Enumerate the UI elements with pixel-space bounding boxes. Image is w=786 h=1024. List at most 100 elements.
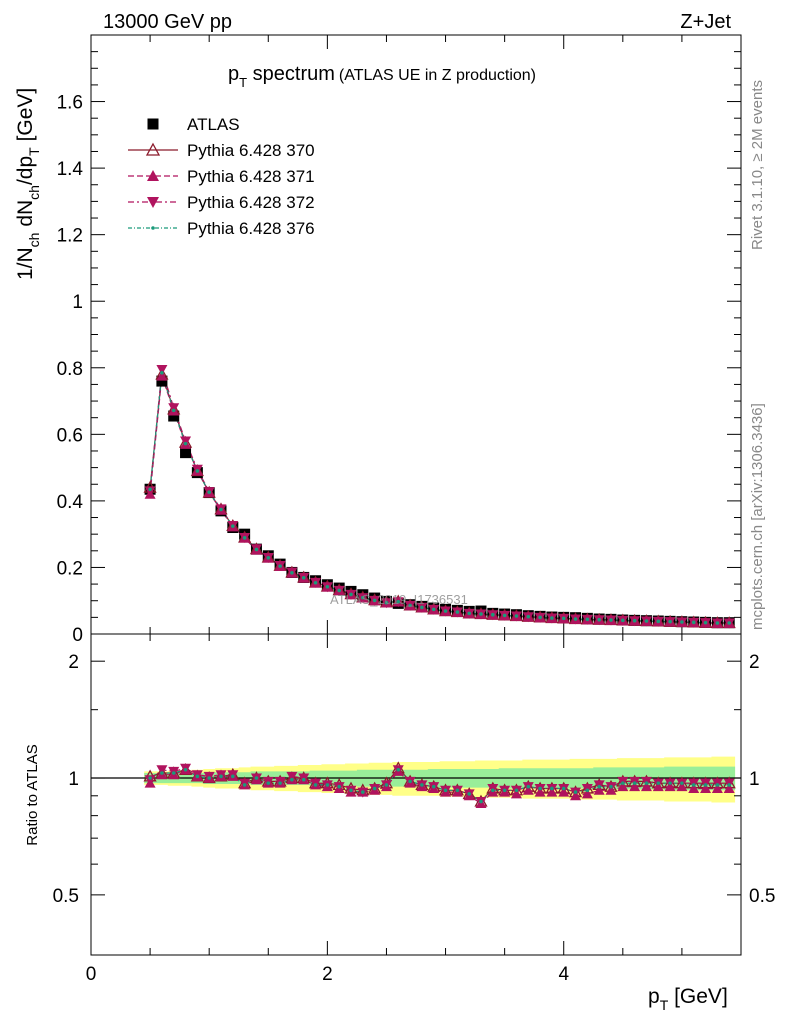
ratio-point (715, 783, 720, 787)
mc-point (148, 487, 152, 492)
mc-point (561, 616, 566, 621)
mc-point (337, 588, 341, 593)
mc-point (144, 486, 156, 497)
series-line (149, 374, 730, 624)
mc-point (180, 436, 192, 447)
mc-point (183, 441, 188, 446)
ratio-panel: 0.5 0.5 1 1 2 2 0 2 4 (53, 633, 775, 985)
chart-title: pT spectrum (ATLAS UE in Z production) (228, 63, 536, 90)
ratio-point (455, 788, 460, 793)
mc-point (443, 609, 448, 613)
mc-point (514, 614, 519, 618)
mc-point (479, 612, 483, 616)
title-note: (ATLAS UE in Z production) (339, 67, 536, 84)
mc-point (431, 607, 436, 612)
xlabel-p: p (648, 985, 660, 1008)
ratio-point (242, 783, 247, 787)
mc-point (680, 620, 684, 624)
mc-point (219, 507, 223, 512)
mc-point (491, 612, 495, 617)
x-tick-label: 2 (322, 964, 333, 985)
legend-marker (147, 170, 159, 181)
y-tick-label: 1.4 (57, 159, 84, 180)
mc-point (254, 547, 259, 552)
series-line (149, 372, 730, 624)
mc-point (668, 619, 672, 624)
ratio-point (632, 781, 637, 785)
ratio-point (254, 776, 259, 780)
mc-point (727, 621, 731, 625)
ratio-point (691, 783, 696, 787)
mc-point (691, 620, 696, 625)
ratio-point (644, 781, 649, 785)
ratio-y-tick-label: 2 (68, 652, 79, 673)
y-tick-label: 0 (72, 625, 83, 646)
data-point (168, 410, 180, 422)
x-axis-label: pT [GeV] (648, 985, 728, 1013)
mc-point (609, 618, 613, 622)
data-point (156, 375, 168, 387)
main-panel: 0 0.2 0.4 0.6 0.8 1 1.2 1.4 1.6 (57, 34, 742, 646)
ratio-point (349, 788, 353, 793)
legend-label: Pythia 6.428 370 (187, 141, 315, 160)
ratio-point (231, 774, 235, 779)
title-sub: T (239, 75, 247, 90)
mc-point (467, 611, 471, 616)
y-tick-label: 1.6 (57, 93, 83, 114)
ratio-point (278, 781, 282, 785)
main-ylabel: 1/Nch dNch/dpT [GeV] (14, 88, 42, 280)
legend-label: Pythia 6.428 372 (187, 193, 315, 212)
ratio-point (703, 783, 708, 787)
legend-marker (147, 197, 159, 208)
mc-point (621, 618, 625, 623)
mc-point (290, 570, 294, 575)
x-tick-label: 4 (558, 964, 569, 985)
ratio-point (384, 783, 389, 787)
y-tick-label: 0.6 (57, 425, 83, 446)
ratio-point (597, 784, 601, 789)
ratio-frame (90, 633, 742, 956)
ratio-point (479, 799, 483, 804)
data-point (180, 447, 192, 459)
energy-label: 13000 GeV pp (103, 11, 232, 33)
x-tick-label: 0 (86, 964, 97, 985)
ratio-y-tick-label: 0.5 (53, 886, 79, 907)
ratio-ylabel: Ratio to ATLAS (24, 744, 41, 845)
mc-point (266, 555, 271, 560)
y-tick-label: 1.2 (57, 226, 83, 247)
ratio-point (372, 786, 377, 791)
ratio-point (668, 781, 672, 785)
ratio-point (680, 781, 684, 785)
series-line (149, 375, 730, 625)
ylabel-sub2: ch (26, 185, 42, 200)
ratio-y-tick-label: 1 (68, 769, 79, 790)
mc-point (408, 603, 412, 608)
mc-point (168, 403, 180, 414)
legend-label: Pythia 6.428 376 (187, 219, 315, 238)
ratio-point (207, 776, 211, 780)
y-tick-label: 0.2 (57, 558, 83, 579)
analysis-watermark: ATLAS_2019_I1736531 (330, 592, 468, 607)
xlabel-unit: [GeV] (668, 985, 728, 1008)
ratio-point (266, 781, 271, 785)
ratio-point (325, 783, 330, 787)
mc-point (301, 575, 306, 580)
ylabel-sub3: T (26, 147, 42, 156)
mc-point (384, 600, 389, 605)
mc-point (372, 598, 377, 603)
ylabel-post: /dp (14, 156, 37, 185)
legend-label: Pythia 6.428 371 (187, 167, 315, 186)
mcplots-label: mcplots.cern.ch [arXiv:1306.3436] (749, 403, 766, 630)
mc-point (171, 408, 176, 413)
mc-point (231, 524, 235, 528)
ratio-y-tick-label-right: 2 (749, 652, 760, 673)
ratio-y-tick-label-right: 1 (749, 769, 760, 790)
mc-point (715, 621, 720, 625)
ratio-point (656, 781, 661, 785)
mc-point (160, 370, 164, 375)
ratio-point (573, 790, 578, 794)
mc-point (313, 580, 318, 585)
ratio-point (148, 776, 152, 780)
ratio-point (443, 788, 448, 793)
